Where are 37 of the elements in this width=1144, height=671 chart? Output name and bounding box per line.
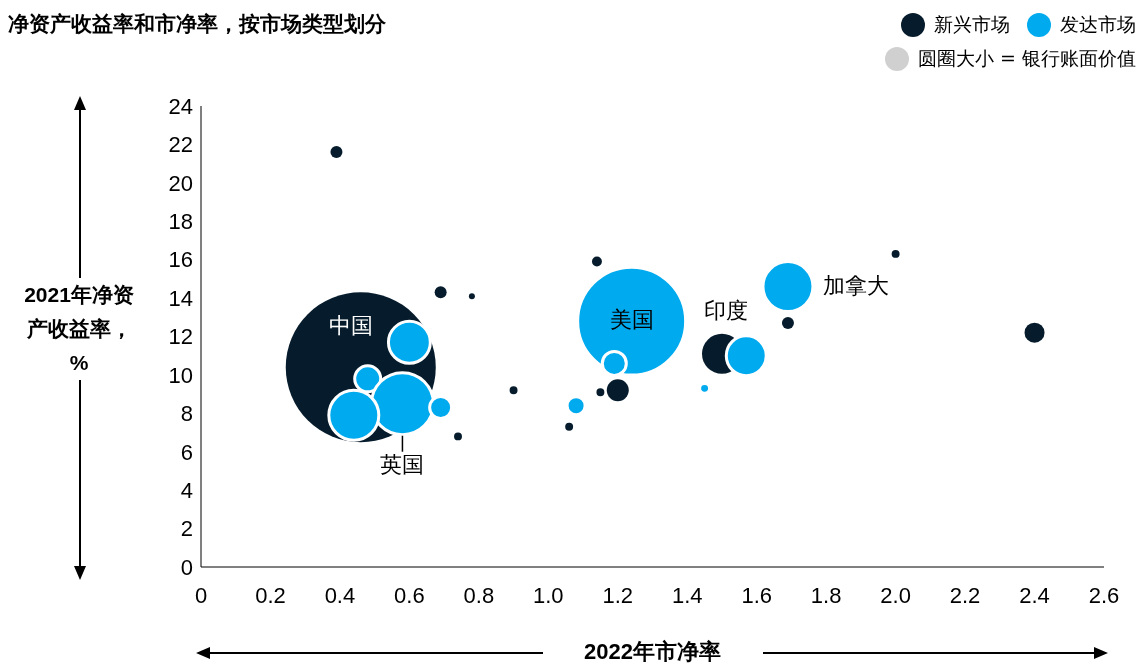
y-tick-label: 16 xyxy=(168,247,193,273)
y-tick-label: 10 xyxy=(168,362,193,388)
annotation: 印度 xyxy=(703,297,748,323)
x-tick-label: 1.4 xyxy=(671,582,703,608)
annotation: 中国 xyxy=(328,313,373,339)
x-tick-label: 0.6 xyxy=(394,582,425,608)
chart-title: 净资产收益率和市净率，按市场类型划分 xyxy=(8,10,386,38)
y-tick-label: 18 xyxy=(168,209,193,235)
legend-label: 发达市场 xyxy=(1060,12,1136,37)
x-tick-label: 2.2 xyxy=(949,582,981,608)
x-tick-label: 1.0 xyxy=(533,582,564,608)
text: 圆圈大小 = 银行账面价值 xyxy=(918,46,1136,71)
y-tick-label: 2 xyxy=(180,516,193,542)
annotation: 加拿大 xyxy=(822,272,889,298)
x-tick-label: 2.6 xyxy=(1088,582,1120,608)
x-tick-label: 1.8 xyxy=(810,582,842,608)
x-tick-label: 2.4 xyxy=(1019,582,1050,608)
x-axis-title: 2022年市净率 xyxy=(542,637,763,667)
legend-label: 新兴市场 xyxy=(934,12,1010,37)
x-tick-label: 0.8 xyxy=(463,582,495,608)
y-tick-label: 0 xyxy=(180,554,193,580)
y-tick-label: 24 xyxy=(168,93,193,119)
annotation: 美国 xyxy=(609,307,654,333)
y-tick-label: 6 xyxy=(180,439,193,465)
y-tick-label: 4 xyxy=(180,477,193,503)
x-tick-label: 2.0 xyxy=(880,582,911,608)
y-tick-label: 20 xyxy=(168,170,193,196)
y-axis-title: 2021年净资产收益率，% xyxy=(20,278,138,380)
annotation: 英国 xyxy=(380,451,425,477)
x-tick-label: 0.4 xyxy=(324,582,356,608)
x-tick-label: 1.2 xyxy=(602,582,634,608)
x-tick-label: 0.2 xyxy=(255,582,286,608)
y-tick-label: 8 xyxy=(180,401,193,427)
x-tick-label: 1.6 xyxy=(741,582,772,608)
y-tick-label: 14 xyxy=(168,285,193,311)
y-tick-label: 12 xyxy=(168,324,193,350)
y-tick-label: 22 xyxy=(168,132,193,158)
